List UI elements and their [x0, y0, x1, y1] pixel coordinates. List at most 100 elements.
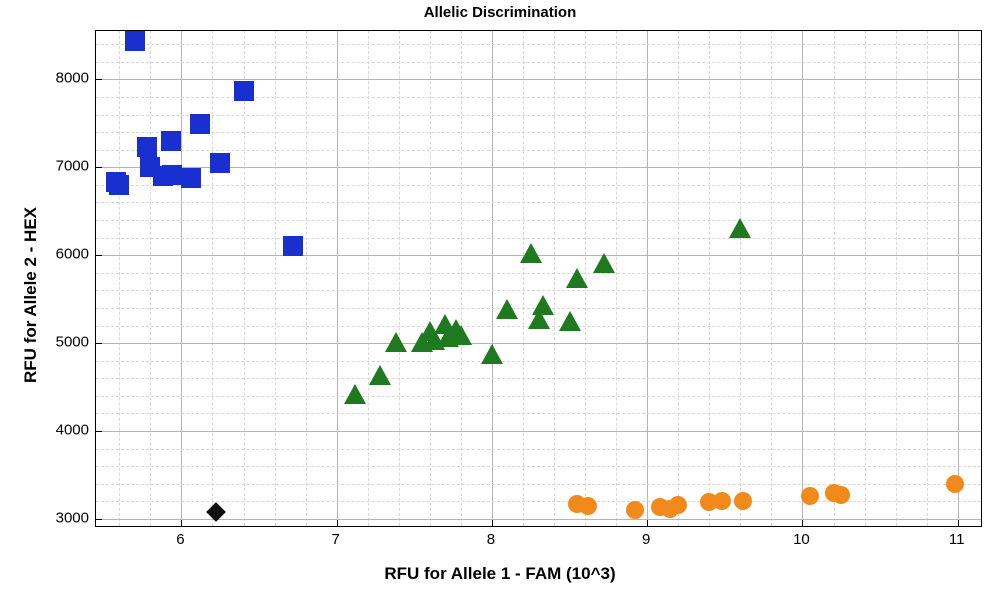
gridline-minor-vertical: [212, 31, 213, 526]
marker-heterozygous: [729, 218, 751, 238]
marker-allele1-fam: [669, 496, 687, 514]
gridline-horizontal: [96, 519, 981, 520]
gridline-minor-horizontal: [96, 361, 981, 362]
chart-title: Allelic Discrimination: [0, 4, 1000, 21]
gridline-minor-vertical: [523, 31, 524, 526]
gridline-minor-vertical: [709, 31, 710, 526]
gridline-vertical: [492, 31, 493, 526]
marker-allele2-hex: [190, 114, 210, 134]
x-tick: [802, 520, 803, 527]
marker-allele2-hex: [125, 31, 145, 51]
marker-allele2-hex: [161, 131, 181, 151]
y-tick: [95, 79, 102, 80]
gridline-minor-vertical: [678, 31, 679, 526]
x-tick-label: 6: [176, 531, 184, 548]
gridline-minor-vertical: [834, 31, 835, 526]
marker-heterozygous: [566, 268, 588, 288]
x-axis-label: RFU for Allele 1 - FAM (10^3): [0, 564, 1000, 584]
marker-heterozygous: [559, 311, 581, 331]
gridline-minor-horizontal: [96, 97, 981, 98]
gridline-minor-horizontal: [96, 484, 981, 485]
marker-allele2-hex: [181, 168, 201, 188]
x-tick-label: 7: [331, 531, 339, 548]
marker-allele2-hex: [234, 81, 254, 101]
marker-heterozygous: [450, 325, 472, 345]
marker-heterozygous: [344, 384, 366, 404]
marker-heterozygous: [385, 332, 407, 352]
gridline-minor-horizontal: [96, 449, 981, 450]
gridline-vertical: [958, 31, 959, 526]
marker-allele1-fam: [946, 475, 964, 493]
marker-allele2-hex: [283, 236, 303, 256]
marker-allele2-hex: [109, 175, 129, 195]
gridline-minor-vertical: [740, 31, 741, 526]
y-tick-label: 6000: [45, 246, 89, 263]
gridline-minor-horizontal: [96, 396, 981, 397]
gridline-minor-vertical: [306, 31, 307, 526]
x-tick: [958, 520, 959, 527]
gridline-minor-horizontal: [96, 290, 981, 291]
x-tick: [181, 520, 182, 527]
y-tick-label: 7000: [45, 158, 89, 175]
marker-heterozygous: [496, 299, 518, 319]
gridline-minor-vertical: [554, 31, 555, 526]
gridline-minor-horizontal: [96, 202, 981, 203]
gridline-vertical: [802, 31, 803, 526]
x-tick-label: 11: [949, 531, 965, 548]
marker-allele1-fam: [734, 492, 752, 510]
gridline-minor-vertical: [896, 31, 897, 526]
gridline-minor-horizontal: [96, 115, 981, 116]
marker-allele2-hex: [210, 153, 230, 173]
y-axis-label: RFU for Allele 2 - HEX: [21, 207, 41, 383]
marker-allele1-fam: [626, 501, 644, 519]
x-tick: [337, 520, 338, 527]
x-tick-label: 10: [793, 531, 810, 548]
gridline-minor-vertical: [461, 31, 462, 526]
gridline-minor-vertical: [368, 31, 369, 526]
gridline-minor-vertical: [244, 31, 245, 526]
x-tick: [647, 520, 648, 527]
gridline-horizontal: [96, 431, 981, 432]
x-tick-label: 8: [487, 531, 495, 548]
gridline-minor-vertical: [430, 31, 431, 526]
marker-heterozygous: [369, 365, 391, 385]
gridline-minor-horizontal: [96, 185, 981, 186]
gridline-minor-horizontal: [96, 413, 981, 414]
x-tick: [492, 520, 493, 527]
marker-allele1-fam: [832, 486, 850, 504]
gridline-minor-horizontal: [96, 220, 981, 221]
gridline-minor-vertical: [771, 31, 772, 526]
y-tick-label: 8000: [45, 70, 89, 87]
gridline-minor-horizontal: [96, 466, 981, 467]
marker-allele1-fam: [579, 497, 597, 515]
gridline-minor-vertical: [927, 31, 928, 526]
gridline-minor-horizontal: [96, 132, 981, 133]
gridline-vertical: [181, 31, 182, 526]
gridline-horizontal: [96, 79, 981, 80]
y-tick: [95, 255, 102, 256]
gridline-vertical: [647, 31, 648, 526]
gridline-minor-horizontal: [96, 62, 981, 63]
gridline-minor-horizontal: [96, 150, 981, 151]
y-tick-label: 5000: [45, 334, 89, 351]
marker-heterozygous: [520, 243, 542, 263]
gridline-minor-horizontal: [96, 378, 981, 379]
gridline-vertical: [337, 31, 338, 526]
y-tick: [95, 431, 102, 432]
scatter-chart: Allelic Discrimination RFU for Allele 2 …: [0, 0, 1000, 590]
marker-allele2-hex: [137, 137, 157, 157]
y-tick: [95, 167, 102, 168]
gridline-minor-vertical: [275, 31, 276, 526]
gridline-minor-horizontal: [96, 238, 981, 239]
gridline-minor-horizontal: [96, 501, 981, 502]
y-tick: [95, 519, 102, 520]
x-tick-label: 9: [642, 531, 650, 548]
marker-heterozygous: [593, 253, 615, 273]
gridline-minor-vertical: [865, 31, 866, 526]
y-tick: [95, 343, 102, 344]
gridline-minor-horizontal: [96, 273, 981, 274]
plot-area: [95, 30, 982, 527]
gridline-minor-vertical: [616, 31, 617, 526]
y-tick-label: 3000: [45, 509, 89, 526]
y-tick-label: 4000: [45, 422, 89, 439]
